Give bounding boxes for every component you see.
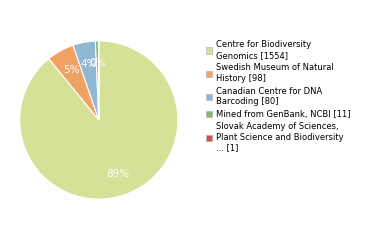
Wedge shape (95, 41, 99, 120)
Legend: Centre for Biodiversity
Genomics [1554], Swedish Museum of Natural
History [98],: Centre for Biodiversity Genomics [1554],… (206, 40, 350, 152)
Text: 4%: 4% (80, 59, 97, 69)
Text: 0%: 0% (89, 58, 106, 68)
Wedge shape (73, 41, 99, 120)
Wedge shape (20, 41, 178, 199)
Text: 89%: 89% (106, 169, 130, 179)
Text: 5%: 5% (63, 65, 79, 75)
Wedge shape (49, 45, 99, 120)
